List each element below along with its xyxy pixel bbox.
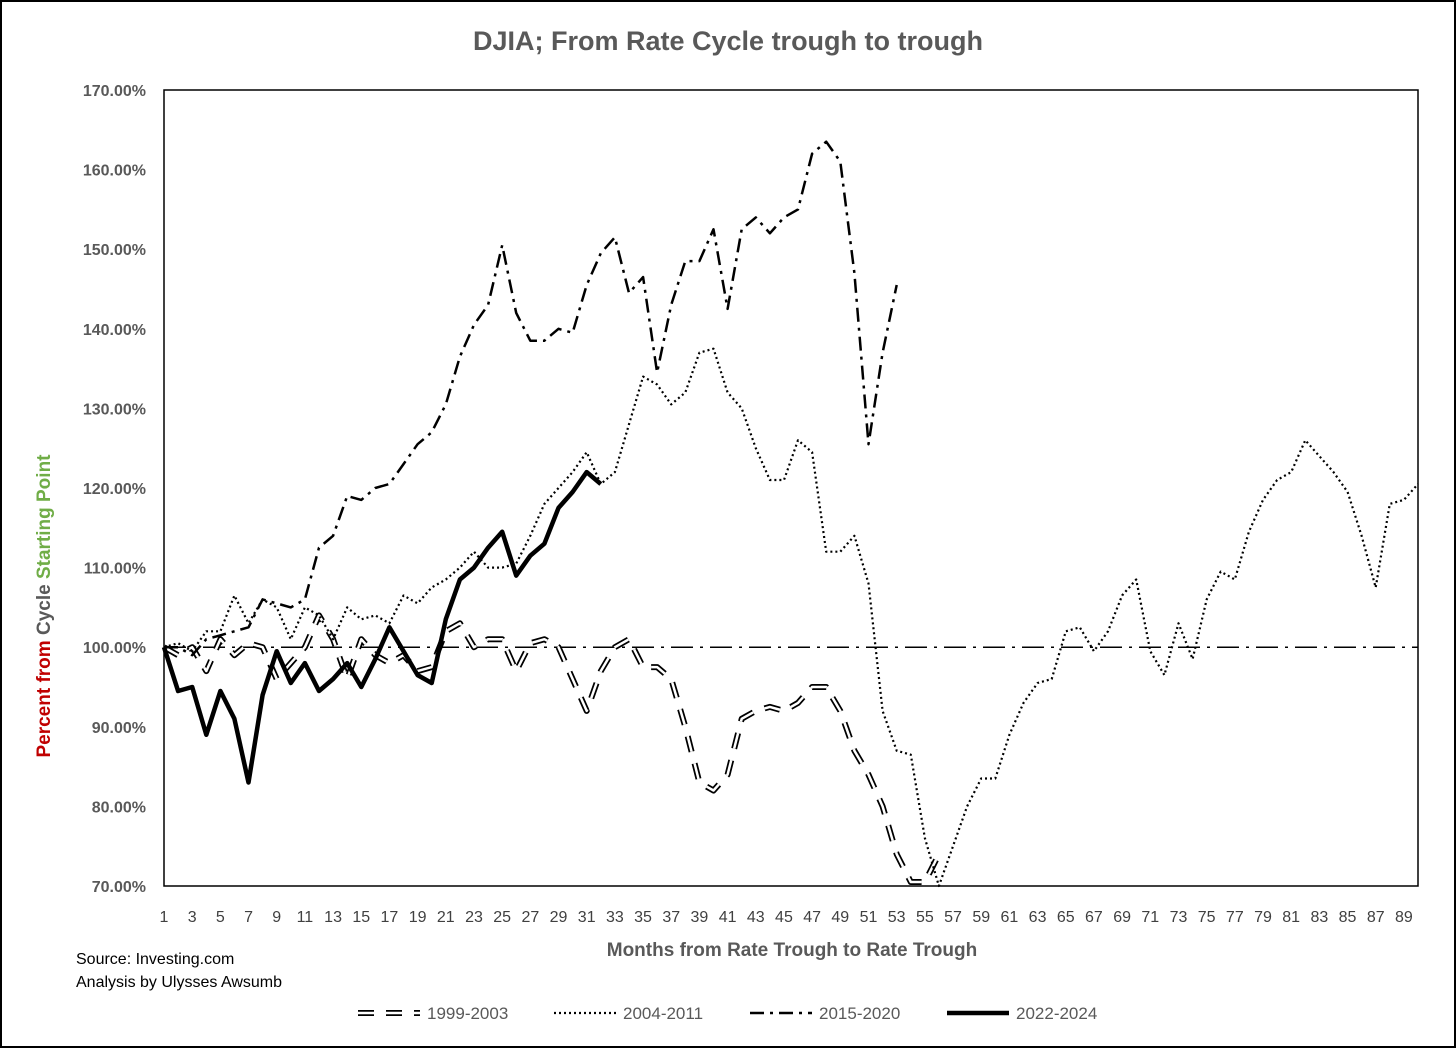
x-tick-label: 5: [216, 909, 225, 926]
x-tick-label: 21: [437, 909, 455, 926]
legend-label-2022-2024: 2022-2024: [1016, 1004, 1097, 1023]
x-tick-label: 49: [831, 909, 849, 926]
y-tick-label: 130.00%: [83, 401, 146, 418]
x-tick-label: 53: [888, 909, 906, 926]
x-tick-label: 11: [297, 909, 314, 926]
x-tick-label: 83: [1310, 909, 1328, 926]
plot-area: [163, 89, 1419, 887]
y-tick-label: 140.00%: [83, 322, 146, 339]
y-axis-title-part: Percent from: [34, 635, 55, 757]
x-tick-label: 31: [578, 909, 596, 926]
x-tick-label: 13: [324, 909, 342, 926]
x-tick-label: 61: [1000, 909, 1018, 926]
x-tick-label: 9: [272, 909, 281, 926]
legend-label-2004-2011: 2004-2011: [623, 1004, 703, 1023]
y-tick-label: 80.00%: [92, 799, 146, 816]
x-tick-label: 47: [803, 909, 821, 926]
x-tick-label: 41: [719, 909, 737, 926]
y-axis-title-part: Cycle: [34, 579, 55, 635]
y-tick-label: 120.00%: [83, 481, 146, 498]
y-axis-title: Percent from Cycle Starting Point: [34, 454, 55, 758]
series-line-2015-2020: [164, 140, 898, 657]
x-axis-title: Months from Rate Trough to Rate Trough: [607, 940, 977, 961]
x-tick-label: 45: [775, 909, 793, 926]
x-tick-label: 77: [1226, 909, 1244, 926]
x-tick-label: 1: [160, 909, 169, 926]
x-tick-label: 65: [1057, 909, 1075, 926]
x-tick-label: 7: [244, 909, 253, 926]
x-tick-label: 25: [493, 909, 511, 926]
y-tick-label: 160.00%: [83, 163, 146, 180]
legend-label-1999-2003: 1999-2003: [427, 1004, 508, 1023]
y-tick-label: 100.00%: [83, 640, 146, 657]
x-tick-label: 73: [1170, 909, 1188, 926]
legend: 1999-2003 2004-2011 2015-2020 2022-2024: [358, 1004, 1097, 1023]
x-tick-label: 17: [381, 909, 399, 926]
source-line: Source: Investing.com: [76, 951, 234, 968]
x-tick-label: 55: [916, 909, 934, 926]
x-tick-label: 39: [691, 909, 709, 926]
y-axis-ticks: 70.00% 80.00% 90.00% 100.00% 110.00% 120.00% 1…: [83, 83, 146, 896]
y-tick-label: 70.00%: [92, 879, 146, 896]
y-tick-label: 90.00%: [92, 720, 146, 737]
series-line-1999-2003: [163, 614, 941, 884]
x-axis-ticks: 1 3 5 7 9 11 13 15 17 19 21 23 25 27 29 31 33 35 37 39 41 43 4…: [160, 909, 1413, 926]
x-tick-label: 85: [1339, 909, 1357, 926]
x-tick-label: 3: [188, 909, 197, 926]
series-line-2022-2024: [161, 469, 603, 785]
series-layer: [161, 140, 1419, 888]
x-tick-label: 37: [662, 909, 680, 926]
x-tick-label: 63: [1029, 909, 1047, 926]
x-tick-label: 87: [1367, 909, 1385, 926]
chart-title: DJIA; From Rate Cycle trough to trough: [473, 26, 983, 56]
y-axis-title-part: Starting Point: [34, 454, 55, 579]
analysis-line: Analysis by Ulysses Awsumb: [76, 974, 282, 991]
x-tick-label: 43: [747, 909, 765, 926]
x-tick-label: 75: [1198, 909, 1216, 926]
x-tick-label: 57: [944, 909, 962, 926]
legend-label-2015-2020: 2015-2020: [819, 1004, 900, 1023]
x-tick-label: 29: [550, 909, 568, 926]
x-tick-label: 69: [1113, 909, 1131, 926]
y-tick-label: 110.00%: [84, 561, 146, 578]
x-tick-label: 81: [1282, 909, 1300, 926]
x-tick-label: 71: [1141, 909, 1159, 926]
x-tick-label: 33: [606, 909, 624, 926]
x-tick-label: 79: [1254, 909, 1272, 926]
x-tick-label: 15: [352, 909, 370, 926]
y-tick-label: 150.00%: [83, 242, 146, 259]
x-tick-label: 19: [409, 909, 427, 926]
x-tick-label: 89: [1395, 909, 1413, 926]
x-tick-label: 51: [860, 909, 878, 926]
x-tick-label: 27: [521, 909, 539, 926]
y-tick-label: 170.00%: [83, 83, 146, 100]
x-tick-label: 59: [972, 909, 990, 926]
x-tick-label: 35: [634, 909, 652, 926]
series-line-2004-2011: [163, 347, 1419, 888]
x-tick-label: 67: [1085, 909, 1103, 926]
x-tick-label: 23: [465, 909, 483, 926]
